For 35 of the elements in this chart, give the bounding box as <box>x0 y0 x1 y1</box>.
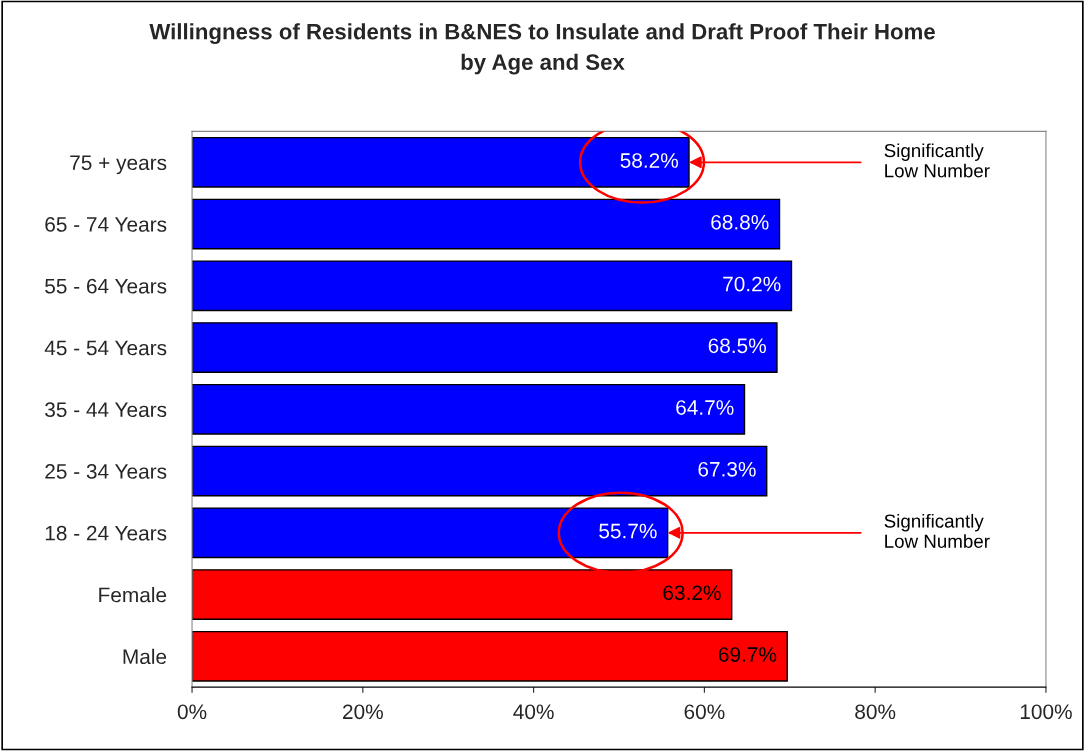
x-tick-label: 80% <box>855 704 896 720</box>
y-tick-label: 75 + years <box>70 155 167 175</box>
y-tick-label: Male <box>123 648 167 665</box>
bar <box>192 260 793 312</box>
bar <box>192 198 781 250</box>
y-tick-label: 45 - 54 Years <box>44 340 167 356</box>
data-label: 68.8% <box>711 214 769 230</box>
y-tick-label: Female <box>99 586 167 603</box>
x-tick-label: 0% <box>177 704 207 720</box>
x-tick-label: 100% <box>1020 704 1072 720</box>
y-tick-label: 25 - 34 Years <box>45 464 167 479</box>
bar <box>192 445 768 497</box>
y-tick-label: 18 - 24 Years <box>45 525 167 541</box>
x-tick-label: 40% <box>513 704 554 720</box>
data-label: 63.2% <box>663 585 721 601</box>
bar <box>192 136 690 188</box>
bar <box>192 383 746 435</box>
annotation: Significantly Low Number <box>884 143 990 178</box>
data-label: 55.7% <box>599 523 657 539</box>
data-label: 69.7% <box>718 647 777 662</box>
x-tick-label: 60% <box>684 704 725 720</box>
data-label: 70.2% <box>723 276 781 292</box>
data-label: 64.7% <box>676 400 734 415</box>
data-label: 58.2% <box>620 153 679 168</box>
y-tick-label: 35 - 44 Years <box>45 402 167 418</box>
data-label: 67.3% <box>698 461 756 477</box>
bar <box>192 322 778 373</box>
chart-title: Willingness of Residents in B&NES to Insulate and Draft Proof Their Home by Age and Sex <box>149 23 935 75</box>
y-tick-label: 65 - 74 Years <box>45 217 167 232</box>
annotation: Significantly Low Number <box>884 513 990 548</box>
y-tick-label: 55 - 64 Years <box>45 278 167 294</box>
x-tick-label: 20% <box>343 704 383 720</box>
bar <box>192 507 669 559</box>
data-label: 68.5% <box>708 338 766 354</box>
bar <box>192 630 788 682</box>
